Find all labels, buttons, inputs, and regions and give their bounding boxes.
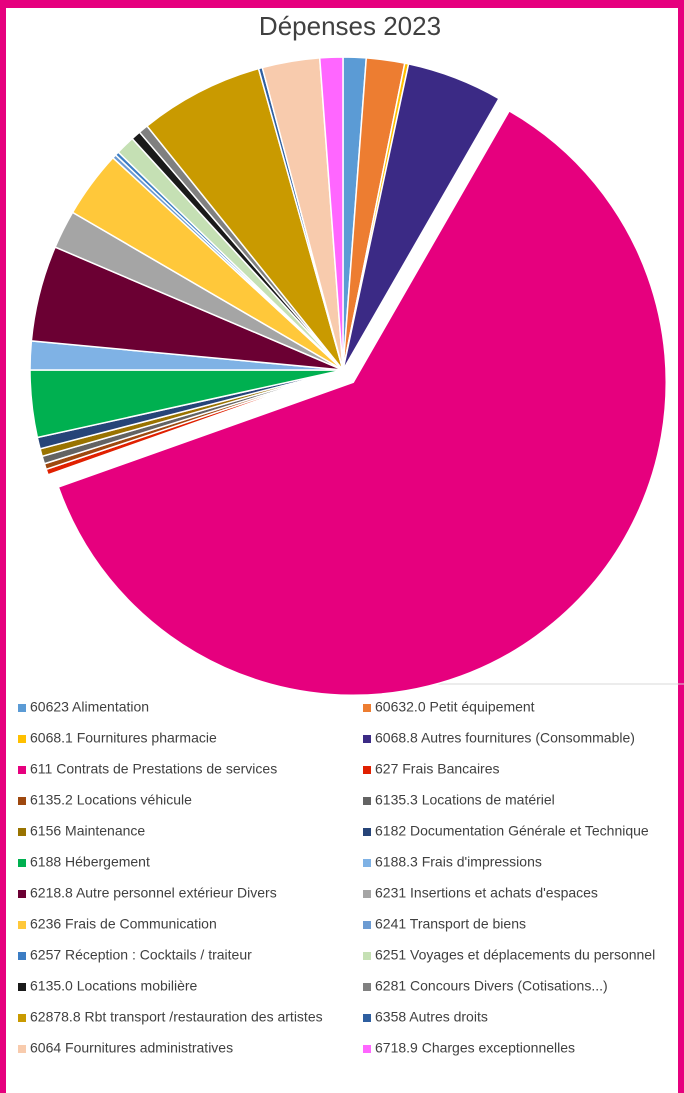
legend-label: 6358 Autres droits <box>375 1009 488 1025</box>
pie-slice <box>57 109 667 697</box>
legend-label: 60623 Alimentation <box>30 699 149 715</box>
chart-title: Dépenses 2023 <box>259 11 441 41</box>
legend-label: 6135.3 Locations de matériel <box>375 792 555 808</box>
legend-swatch <box>18 797 26 805</box>
legend-label: 6156 Maintenance <box>30 823 145 839</box>
legend-label: 6281 Concours Divers (Cotisations...) <box>375 978 608 994</box>
legend-label: 6257 Réception : Cocktails / traiteur <box>30 947 252 963</box>
legend-swatch <box>18 704 26 712</box>
pie-slice <box>318 56 344 371</box>
legend-swatch <box>18 921 26 929</box>
legend-swatch <box>18 952 26 960</box>
legend-label: 6218.8 Autre personnel extérieur Divers <box>30 885 277 901</box>
legend-label: 6135.2 Locations véhicule <box>30 792 192 808</box>
legend-label: 60632.0 Petit équipement <box>375 699 535 715</box>
legend-label: 6135.0 Locations mobilière <box>30 978 198 994</box>
legend-swatch <box>363 766 371 774</box>
legend-swatch <box>18 735 26 743</box>
legend-label: 6241 Transport de biens <box>375 916 526 932</box>
legend-label: 6251 Voyages et déplacements du personne… <box>375 947 655 963</box>
legend-swatch <box>363 890 371 898</box>
pie-slice <box>145 67 344 371</box>
legend-label: 6231 Insertions et achats d'espaces <box>375 885 598 901</box>
legend-swatch <box>363 828 371 836</box>
legend-swatch <box>363 952 371 960</box>
legend-label: 6236 Frais de Communication <box>30 916 217 932</box>
legend-swatch <box>18 766 26 774</box>
legend-label: 62878.8 Rbt transport /restauration des … <box>30 1009 323 1025</box>
legend-swatch <box>363 1014 371 1022</box>
legend-swatch <box>18 890 26 898</box>
legend-swatch <box>363 859 371 867</box>
legend-label: 627 Frais Bancaires <box>375 761 500 777</box>
legend-label: 6182 Documentation Générale et Technique <box>375 823 649 839</box>
legend-label: 6064 Fournitures administratives <box>30 1040 233 1056</box>
legend-swatch <box>363 983 371 991</box>
legend-swatch <box>18 1014 26 1022</box>
legend-label: 6068.8 Autres fournitures (Consommable) <box>375 730 635 746</box>
legend-swatch <box>363 797 371 805</box>
legend-label: 611 Contrats de Prestations de services <box>30 761 277 777</box>
legend-swatch <box>18 859 26 867</box>
legend-swatch <box>18 828 26 836</box>
legend-swatch <box>18 983 26 991</box>
legend-label: 6188.3 Frais d'impressions <box>375 854 542 870</box>
legend-swatch <box>363 704 371 712</box>
legend-swatch <box>363 1045 371 1053</box>
legend-label: 6188 Hébergement <box>30 854 150 870</box>
legend-label: 6718.9 Charges exceptionnelles <box>375 1040 575 1056</box>
legend-label: 6068.1 Fournitures pharmacie <box>30 730 217 746</box>
legend-swatch <box>363 735 371 743</box>
legend-swatch <box>18 1045 26 1053</box>
pie-slice <box>342 63 500 371</box>
legend-swatch <box>363 921 371 929</box>
